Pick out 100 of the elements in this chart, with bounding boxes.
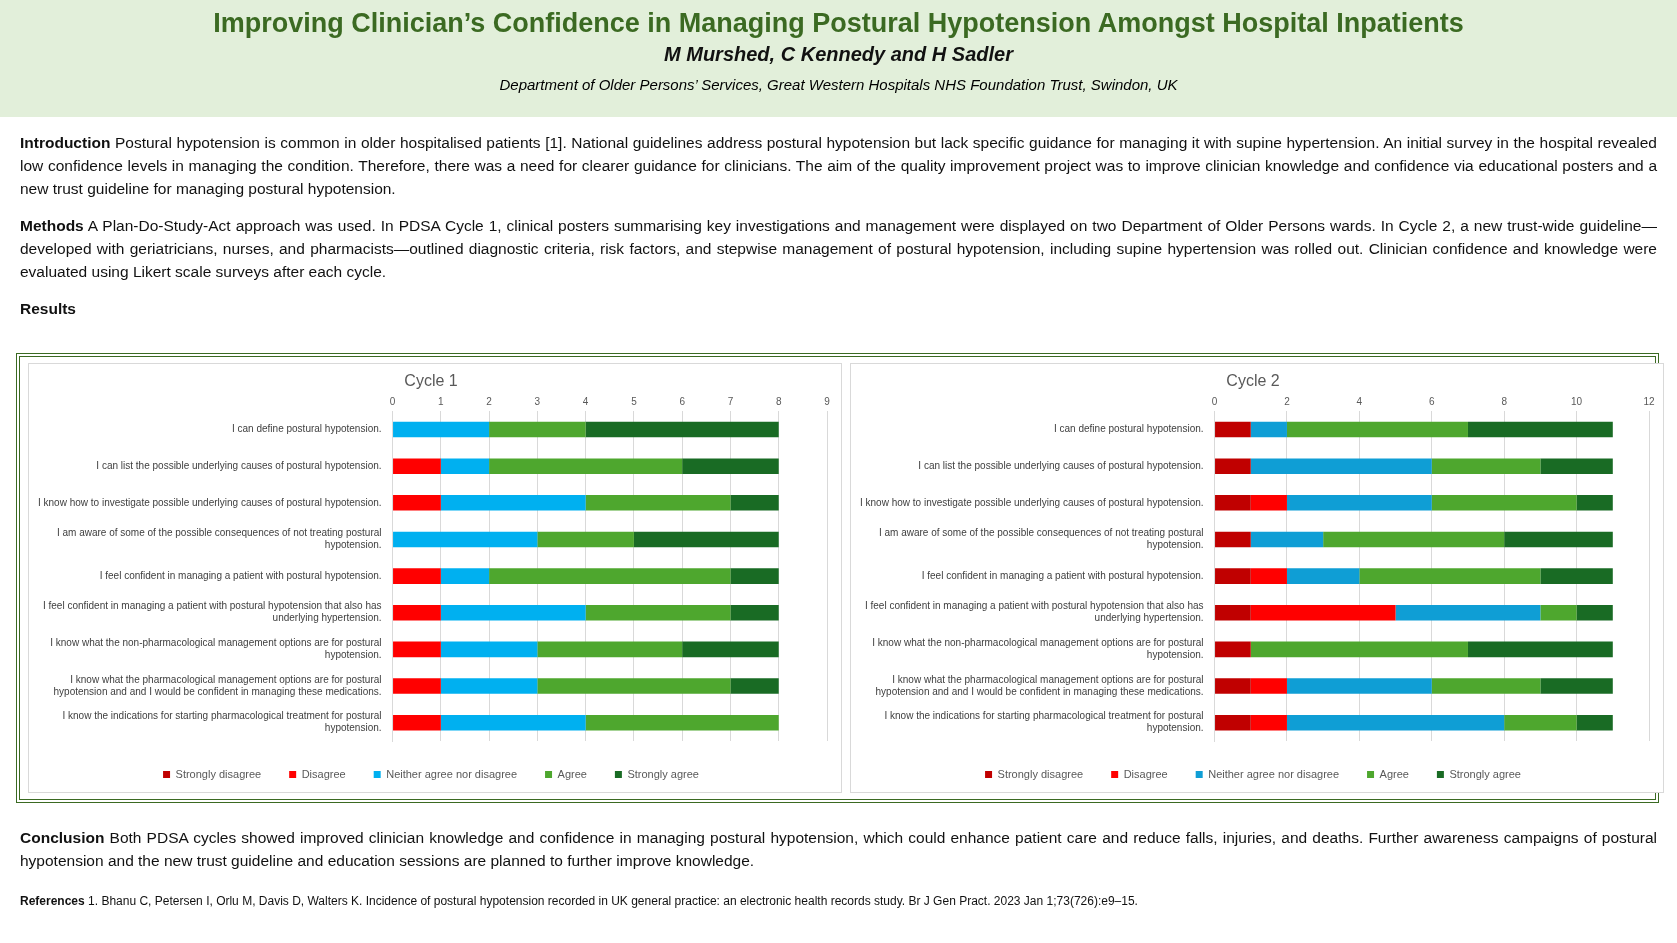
legend-label: Neither agree nor disagree: [386, 767, 518, 780]
bar: [393, 495, 441, 511]
bar: [1215, 641, 1251, 658]
x-tick-label: 5: [631, 395, 638, 407]
legend-label: Disagree: [301, 767, 346, 780]
bar: [1215, 568, 1251, 584]
x-tick-label: 6: [1428, 395, 1435, 407]
legend-label: Disagree: [1123, 767, 1168, 780]
bar: [1286, 568, 1360, 584]
y-tick-label: I feel confident in managing a patient with postural hypotension that also has underlying hypertension.: [42, 600, 382, 624]
text: Results: [20, 300, 76, 317]
bar: [1576, 604, 1613, 621]
text: M Murshed, C Kennedy and H Sadler: [663, 43, 1015, 66]
legend-label: Strongly agree: [1449, 767, 1521, 780]
bar: [1467, 641, 1613, 658]
bar: [393, 678, 441, 694]
y-tick-label: I am aware of some of the possible consequences of not treating postural hypotension.: [56, 527, 382, 551]
y-tick-label: I know how to investigate possible underlying causes of postural hypotension.: [859, 496, 1204, 508]
y-tick-label: I know the indications for starting pharmacological treatment for postural hypotension.: [62, 710, 382, 734]
x-tick-label: 0: [1211, 395, 1218, 407]
bar: [730, 495, 779, 511]
bar: [585, 604, 731, 621]
bar: [1286, 678, 1432, 694]
y-tick-label: I know what the non-pharmacological management options are for postural hypotension.: [872, 637, 1204, 661]
bar: [1286, 421, 1468, 438]
bar: [537, 678, 731, 694]
bar: [1359, 568, 1541, 584]
chart-title: Cycle 2: [1226, 372, 1280, 390]
y-tick-label: I can list the possible underlying causes of postural hypotension.: [918, 459, 1204, 471]
x-tick-label: 2: [486, 395, 493, 407]
y-tick-label: I know what the non-pharmacological management options are for postural hypotension.: [50, 637, 382, 661]
text: Conclusion Both PDSA cycles showed improved clinician knowledge and confidence in managing postural hypotension, which could enhance patient care and reduce falls, injuries, and deaths. Further awareness campaigns of postural hypotension and the new trust guideline and education sessions are planned to further improve knowledge.: [20, 828, 1657, 871]
bar: [1250, 458, 1432, 474]
bar: [489, 458, 683, 474]
y-tick-label: I know how to investigate possible underlying causes of postural hypotension.: [37, 496, 382, 508]
x-tick-label: 0: [389, 395, 396, 407]
bar: [1395, 604, 1541, 621]
legend-label: Agree: [1379, 767, 1409, 780]
bar: [1250, 604, 1396, 621]
bar: [440, 678, 538, 694]
bar: [1215, 458, 1251, 474]
x-tick-label: 2: [1284, 395, 1291, 407]
bar: [1540, 568, 1613, 584]
legend-label: Strongly agree: [627, 767, 699, 780]
bar: [1540, 678, 1613, 694]
chart-title: Cycle 1: [404, 372, 458, 390]
bar: [585, 421, 779, 438]
bar: [730, 678, 779, 694]
bar: [1250, 531, 1324, 548]
bar: [1467, 421, 1613, 438]
bar: [730, 568, 779, 584]
bar: [393, 604, 441, 621]
text: References 1. Bhanu C, Petersen I, Orlu M, Davis D, Walters K. Incidence of postural hypotension recorded in UK general practice: an electronic health records study. Br J Gen Pract. 2023 Jan 1;73(726):e9–15.: [20, 893, 1139, 910]
bar: [585, 495, 731, 511]
bar: [1250, 714, 1287, 731]
bar: [1215, 714, 1251, 731]
bar: [393, 641, 441, 658]
legend-label: Neither agree nor disagree: [1208, 767, 1340, 780]
bar: [633, 531, 779, 548]
bar: [1540, 458, 1613, 474]
y-tick-label: I feel confident in managing a patient with postural hypotension that also has underlying hypertension.: [864, 600, 1204, 624]
bar: [440, 458, 490, 474]
bar: [440, 568, 490, 584]
legend-label: Strongly disagree: [997, 767, 1084, 780]
bar: [537, 531, 634, 548]
x-tick-label: 9: [824, 395, 831, 407]
bar: [1286, 495, 1432, 511]
bar: [682, 641, 779, 658]
bar: [682, 458, 779, 474]
y-tick-label: I am aware of some of the possible consequences of not treating postural hypotension.: [878, 527, 1204, 551]
bar: [1250, 641, 1468, 658]
x-tick-label: 10: [1571, 395, 1583, 407]
bar: [537, 641, 683, 658]
x-tick-label: 4: [1356, 395, 1363, 407]
bar: [1431, 678, 1541, 694]
x-tick-label: 1: [438, 395, 445, 407]
bar: [393, 568, 441, 584]
bar: [440, 495, 586, 511]
bar: [1215, 421, 1251, 438]
bar: [1286, 714, 1505, 731]
bar: [1250, 568, 1287, 584]
bar: [1250, 421, 1287, 438]
legend-label: Strongly disagree: [175, 767, 262, 780]
x-tick-label: 8: [1501, 395, 1508, 407]
bar: [1215, 604, 1251, 621]
y-tick-label: I know what the pharmacological management options are for postural hypotension and and I would be confident in managing these medications.: [875, 673, 1204, 697]
bar: [1323, 531, 1505, 548]
bar: [1431, 495, 1577, 511]
y-tick-label: I feel confident in managing a patient with postural hypotension.: [99, 569, 382, 581]
bar: [1431, 458, 1541, 474]
x-tick-label: 6: [679, 395, 686, 407]
legend-label: Agree: [557, 767, 587, 780]
bar: [1576, 495, 1613, 511]
y-tick-label: I can define postural hypotension.: [231, 423, 382, 435]
bar: [730, 604, 779, 621]
x-tick-label: 3: [534, 395, 541, 407]
bar: [440, 641, 538, 658]
bar: [393, 714, 441, 731]
text: Methods A Plan-Do-Study-Act approach was used. In PDSA Cycle 1, clinical posters summarising key investigations and management were displayed on two Department of Older Persons wards. In Cycle 2, a new trust-wide guideline—developed with geriatricians, nurses, and pharmacists—outlined diagnostic criteria, risk factors, and stepwise management of postural hypotension, including supine hypertension was rolled out. Clinician confidence and knowledge were evaluated using Likert scale surveys after each cycle.: [20, 216, 1657, 282]
x-tick-label: 12: [1643, 395, 1655, 407]
